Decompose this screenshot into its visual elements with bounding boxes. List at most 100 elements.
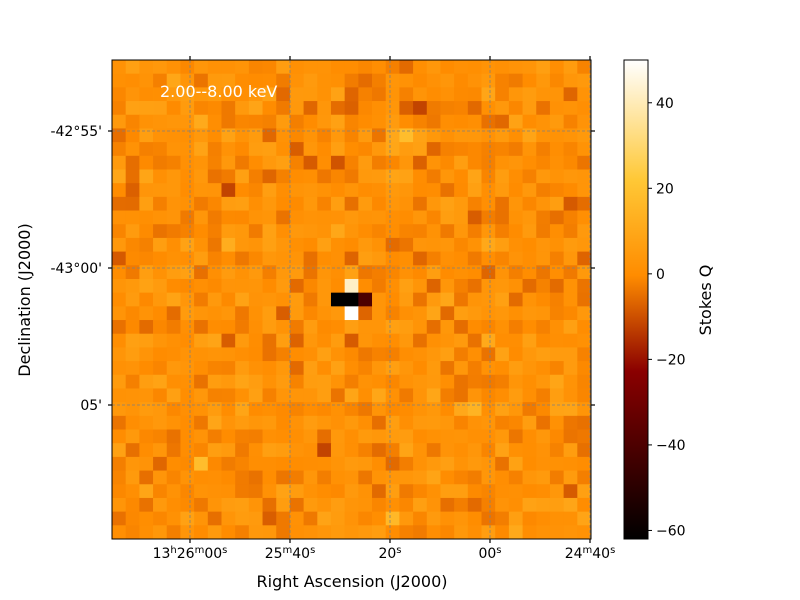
heatmap-cell — [248, 525, 263, 540]
heatmap-cell — [413, 292, 428, 307]
heatmap-cell — [125, 183, 140, 198]
x-tick-label: 00s — [478, 545, 501, 562]
heatmap-cell — [563, 101, 578, 116]
heatmap-cell — [426, 128, 441, 143]
heatmap-cell — [317, 251, 332, 266]
heatmap-cell — [317, 306, 332, 321]
heatmap-cell — [303, 456, 318, 471]
heatmap-cell — [467, 278, 482, 294]
heatmap-cell — [221, 128, 236, 143]
heatmap-cell — [385, 497, 400, 513]
heatmap-cell — [317, 292, 332, 307]
heatmap-cell — [180, 60, 195, 75]
heatmap-cell — [508, 306, 523, 321]
heatmap-cell — [495, 169, 510, 184]
heatmap-cell — [112, 73, 127, 88]
heatmap-cell — [508, 497, 523, 513]
heatmap-cell — [440, 443, 455, 458]
heatmap-cell — [508, 402, 523, 417]
heatmap-cell — [399, 210, 414, 225]
heatmap-cell — [508, 415, 523, 430]
heatmap-cell — [481, 347, 496, 362]
heatmap-cell — [289, 374, 304, 389]
heatmap-cell — [194, 224, 209, 239]
heatmap-cell — [153, 142, 168, 157]
heatmap-cell — [139, 484, 154, 499]
heatmap-cell — [289, 196, 304, 211]
heatmap-cell — [180, 87, 195, 102]
heatmap-cell — [289, 224, 304, 239]
heatmap-cell — [153, 101, 168, 116]
heatmap-cell — [166, 306, 181, 321]
heatmap-cell — [549, 306, 565, 321]
heatmap-cell — [440, 402, 455, 417]
heatmap-cell — [139, 169, 154, 184]
heatmap-cell — [440, 265, 455, 280]
heatmap-cell — [262, 142, 277, 157]
heatmap-cell — [344, 306, 359, 321]
heatmap-cell — [495, 320, 510, 335]
heatmap-cell — [454, 251, 469, 266]
heatmap-cell — [139, 196, 154, 211]
heatmap-cell — [180, 169, 195, 184]
heatmap-cell — [413, 183, 428, 198]
heatmap-cell — [207, 443, 222, 458]
heatmap-cells — [112, 60, 592, 540]
heatmap-cell — [180, 128, 195, 143]
heatmap-cell — [289, 210, 304, 225]
heatmap-cell — [303, 237, 318, 252]
heatmap-cell — [413, 456, 428, 471]
heatmap-cell — [166, 265, 181, 280]
heatmap-cell — [276, 237, 291, 252]
heatmap-cell — [426, 456, 441, 471]
heatmap-cell — [289, 511, 304, 526]
heatmap-cell — [194, 183, 209, 198]
heatmap-cell — [495, 155, 510, 170]
heatmap-cell — [372, 429, 387, 444]
heatmap-cell — [563, 374, 578, 389]
heatmap-cell — [166, 374, 181, 389]
heatmap-cell — [467, 484, 482, 499]
heatmap-cell — [399, 470, 414, 485]
heatmap-cell — [426, 402, 441, 417]
heatmap-cell — [125, 497, 140, 513]
heatmap-cell — [508, 361, 523, 376]
heatmap-cell — [235, 443, 250, 458]
heatmap-cell — [481, 237, 496, 252]
heatmap-cell — [344, 443, 359, 458]
heatmap-cell — [536, 169, 551, 184]
heatmap-cell — [330, 306, 346, 321]
heatmap-cell — [385, 142, 400, 157]
heatmap-cell — [248, 497, 263, 513]
heatmap-cell — [303, 429, 318, 444]
heatmap-cell — [563, 333, 578, 348]
x-tick-label: 24m40s — [565, 545, 616, 562]
heatmap-cell — [276, 511, 291, 526]
heatmap-cell — [235, 484, 250, 499]
heatmap-cell — [385, 87, 400, 102]
heatmap-cell — [577, 196, 592, 211]
heatmap-cell — [399, 292, 414, 307]
heatmap-cell — [440, 320, 455, 335]
heatmap-cell — [508, 251, 523, 266]
heatmap-cell — [125, 237, 140, 252]
heatmap-cell — [262, 237, 277, 252]
heatmap-cell — [153, 183, 168, 198]
heatmap-cell — [508, 155, 523, 170]
heatmap-cell — [549, 361, 565, 376]
heatmap-cell — [153, 306, 168, 321]
heatmap-cell — [207, 169, 222, 184]
heatmap-cell — [207, 237, 222, 252]
heatmap-cell — [112, 456, 127, 471]
heatmap-cell — [440, 470, 455, 485]
heatmap-cell — [495, 142, 510, 157]
heatmap-cell — [358, 347, 373, 362]
heatmap-cell — [303, 374, 318, 389]
heatmap-cell — [344, 87, 359, 102]
heatmap-cell — [180, 101, 195, 116]
heatmap-cell — [536, 183, 551, 198]
heatmap-cell — [180, 292, 195, 307]
heatmap-cell — [508, 484, 523, 499]
heatmap-cell — [358, 169, 373, 184]
heatmap-cell — [276, 224, 291, 239]
